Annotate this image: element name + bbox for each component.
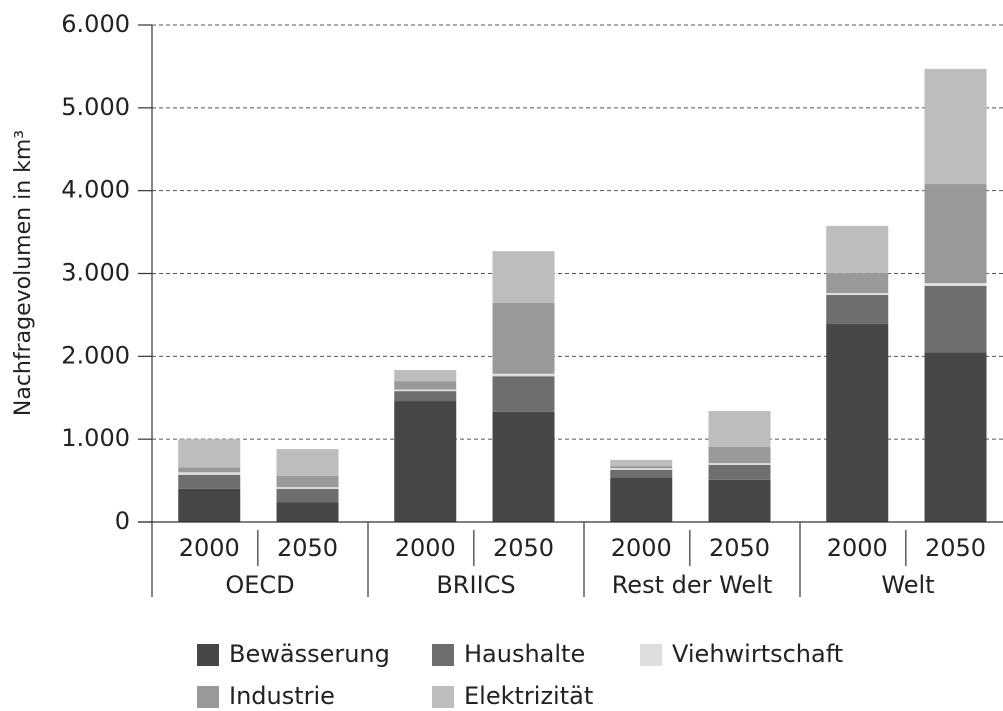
bar-segment bbox=[708, 447, 771, 464]
group-label: Welt bbox=[881, 571, 934, 599]
legend-label: Haushalte bbox=[464, 640, 585, 668]
y-tick-label: 2.000 bbox=[61, 341, 130, 369]
x-tick-label: 2000 bbox=[395, 534, 456, 562]
bar-segment bbox=[826, 292, 889, 296]
bar-segment bbox=[924, 184, 987, 284]
bar-segment bbox=[394, 391, 457, 402]
legend-swatch bbox=[640, 644, 662, 666]
bar-segment bbox=[276, 487, 339, 489]
x-tick-label: 2050 bbox=[709, 534, 770, 562]
y-axis-label: Nachfragevolumen in km³ bbox=[11, 130, 36, 416]
bar-segment bbox=[276, 449, 339, 477]
bar-segment bbox=[826, 295, 889, 325]
legend-swatch bbox=[197, 686, 219, 708]
legend-label: Bewässerung bbox=[229, 640, 390, 668]
x-tick-label: 2000 bbox=[179, 534, 240, 562]
bar-segment bbox=[924, 352, 987, 522]
y-tick-label: 0 bbox=[115, 507, 130, 535]
y-tick-label: 6.000 bbox=[61, 10, 130, 38]
x-tick-label: 2000 bbox=[827, 534, 888, 562]
bar-segment bbox=[610, 477, 673, 522]
bar-segment bbox=[492, 411, 555, 522]
bar-segment bbox=[394, 389, 457, 392]
bar-segment bbox=[610, 468, 673, 470]
group-label: OECD bbox=[225, 571, 294, 599]
bar-segment bbox=[178, 439, 241, 468]
bar-segment bbox=[492, 373, 555, 377]
bar-segment bbox=[178, 488, 241, 522]
x-tick-label: 2050 bbox=[277, 534, 338, 562]
bar-segment bbox=[610, 459, 673, 467]
bar-segment bbox=[492, 251, 555, 303]
bar-segment bbox=[610, 466, 673, 469]
x-tick-label: 2050 bbox=[925, 534, 986, 562]
legend-swatch bbox=[432, 686, 454, 708]
bar-segment bbox=[276, 502, 339, 522]
bar-segment bbox=[826, 273, 889, 293]
y-tick-label: 3.000 bbox=[61, 259, 130, 287]
bar-segment bbox=[178, 472, 241, 475]
y-tick-label: 1.000 bbox=[61, 424, 130, 452]
group-label: BRIICS bbox=[436, 571, 515, 599]
bar-segment bbox=[178, 467, 241, 473]
x-tick-label: 2000 bbox=[611, 534, 672, 562]
legend-label: Viehwirtschaft bbox=[672, 640, 843, 668]
legend-label: Industrie bbox=[229, 682, 335, 710]
bar-segment bbox=[708, 463, 771, 465]
bar-segment bbox=[178, 474, 241, 489]
bar-segment bbox=[394, 381, 457, 390]
legend-swatch bbox=[432, 644, 454, 666]
y-tick-label: 4.000 bbox=[61, 176, 130, 204]
legend-swatch bbox=[197, 644, 219, 666]
legend-label: Elektrizität bbox=[464, 682, 593, 710]
bar-segment bbox=[708, 411, 771, 448]
group-label: Rest der Welt bbox=[612, 571, 773, 599]
bar-segment bbox=[276, 488, 339, 503]
bar-segment bbox=[826, 324, 889, 522]
y-tick-label: 5.000 bbox=[61, 93, 130, 121]
bar-segment bbox=[924, 283, 987, 286]
bar-segment bbox=[708, 479, 771, 522]
bar-segment bbox=[492, 376, 555, 412]
x-tick-label: 2050 bbox=[493, 534, 554, 562]
bar-segment bbox=[924, 285, 987, 353]
bar-segment bbox=[276, 476, 339, 488]
bar-segment bbox=[394, 401, 457, 522]
bar-segment bbox=[610, 469, 673, 478]
bar-segment bbox=[924, 68, 987, 185]
bar-segment bbox=[708, 464, 771, 480]
bar-segment bbox=[492, 302, 555, 374]
bar-segment bbox=[826, 225, 889, 274]
bar-segment bbox=[394, 370, 457, 382]
